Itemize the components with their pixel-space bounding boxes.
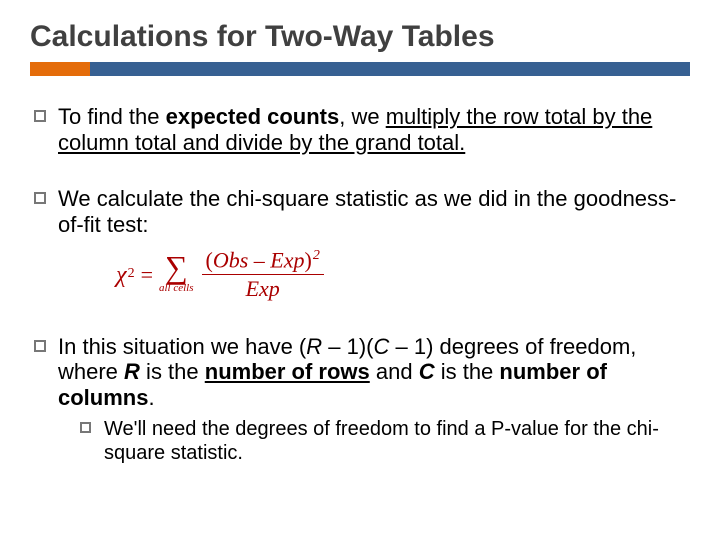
sub-bullet-1: We'll need the degrees of freedom to fin… bbox=[80, 417, 690, 465]
b1-pre: To find the bbox=[58, 104, 166, 129]
sub1-text: We'll need the degrees of freedom to fin… bbox=[104, 418, 659, 464]
sigma-block: ∑ all cells bbox=[159, 255, 194, 294]
chi-exponent: 2 bbox=[128, 266, 135, 283]
accent-bar bbox=[30, 62, 690, 76]
bullet-list: To find the expected counts, we multiply… bbox=[30, 104, 690, 465]
bullet-3: In this situation we have (R – 1)(C – 1)… bbox=[30, 334, 690, 466]
b1-post: , we bbox=[339, 104, 385, 129]
bullet-2: We calculate the chi-square statistic as… bbox=[30, 186, 690, 304]
b3-is2: is the bbox=[435, 359, 500, 384]
b3-rows: number of rows bbox=[205, 359, 370, 384]
paren-open: ( bbox=[206, 247, 213, 272]
b3-pre: In this situation we have ( bbox=[58, 334, 306, 359]
denominator: Exp bbox=[242, 275, 284, 301]
b2-text: We calculate the chi-square statistic as… bbox=[58, 186, 676, 237]
b3-C: C bbox=[374, 334, 390, 359]
b3-end: . bbox=[148, 385, 154, 410]
bullet-1: To find the expected counts, we multiply… bbox=[30, 104, 690, 156]
b3-is1: is the bbox=[140, 359, 205, 384]
fraction: (Obs – Exp)2 Exp bbox=[202, 248, 324, 302]
slide: Calculations for Two-Way Tables To find … bbox=[0, 0, 720, 515]
b3-R2: R bbox=[124, 359, 140, 384]
chi-symbol: χ bbox=[116, 261, 127, 289]
equals-sign: = bbox=[141, 262, 153, 288]
obs: Obs bbox=[213, 247, 248, 272]
b3-and: and bbox=[370, 359, 419, 384]
page-title: Calculations for Two-Way Tables bbox=[30, 20, 690, 54]
exp: Exp bbox=[270, 247, 304, 272]
b3-C2: C bbox=[419, 359, 435, 384]
num-exponent: 2 bbox=[313, 248, 320, 263]
chi-square-formula: χ2 = ∑ all cells (Obs – Exp)2 Exp bbox=[116, 248, 324, 302]
sub-list: We'll need the degrees of freedom to fin… bbox=[80, 417, 690, 465]
b1-bold: expected counts bbox=[166, 104, 340, 129]
sigma-subscript: all cells bbox=[159, 283, 194, 294]
numerator: (Obs – Exp)2 bbox=[202, 248, 324, 276]
minus: – bbox=[248, 247, 270, 272]
paren-close: ) bbox=[305, 247, 312, 272]
sigma-symbol: ∑ bbox=[165, 255, 188, 281]
b3-mid1: – 1)( bbox=[322, 334, 373, 359]
b3-R: R bbox=[306, 334, 322, 359]
formula-block: χ2 = ∑ all cells (Obs – Exp)2 Exp bbox=[58, 238, 690, 304]
